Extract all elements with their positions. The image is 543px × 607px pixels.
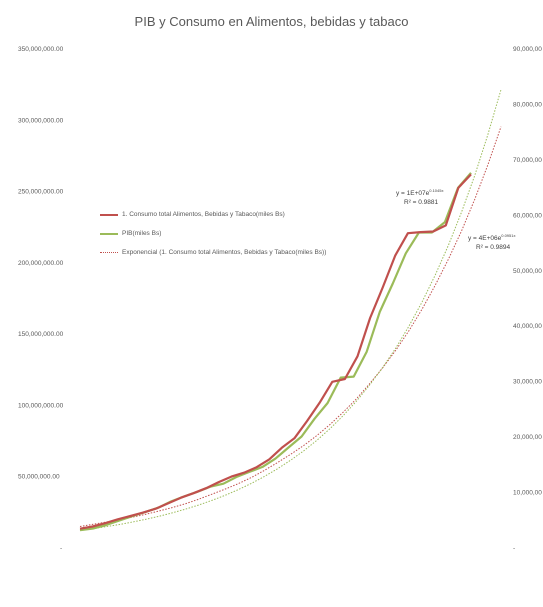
right-tick-label: 20,000,00 <box>513 434 542 441</box>
legend-label-pib: PIB(miles Bs) <box>122 230 162 237</box>
series-layer <box>79 172 472 532</box>
right-tick-label: 70,000,00 <box>513 157 542 164</box>
trendline-layer <box>79 89 502 531</box>
left-tick-label: 200,000,000.00 <box>18 260 64 267</box>
right-tick-label: 10,000,00 <box>513 490 542 497</box>
legend-item-consumo: 1. Consumo total Alimentos, Bebidas y Ta… <box>100 210 340 219</box>
left-tick-label: 350,000,000.00 <box>18 46 64 53</box>
right-tick-label: 40,000,00 <box>513 323 542 330</box>
right-axis: - 10,000,00 20,000,00 30,000,00 40,000,00 50,… <box>513 46 542 552</box>
legend-item-exponencial: Exponencial (1. Consumo total Alimentos,… <box>100 248 340 257</box>
left-tick-label: 150,000,000.00 <box>18 331 64 338</box>
legend-item-pib: PIB(miles Bs) <box>100 229 340 238</box>
legend-swatch-pib <box>100 233 118 235</box>
trendline-equation-consumo: y = 4E+06e0.0951x R² = 0.9894 <box>468 231 515 252</box>
left-tick-label: 300,000,000.00 <box>18 117 64 124</box>
chart-title: PIB y Consumo en Alimentos, bebidas y ta… <box>134 14 409 29</box>
left-axis: - 50,000,000.00 100,000,000.00 150,000,000.… <box>18 46 64 552</box>
eq-pib-r2: R² = 0.9881 <box>404 199 439 207</box>
right-tick-label: 30,000,00 <box>513 379 542 386</box>
eq-consumo-r2: R² = 0.9894 <box>476 244 511 252</box>
trendline-equation-pib: y = 1E+07e0.1045x R² = 0.9881 <box>396 186 443 207</box>
eq-pib-exponent: 0.1045x <box>429 188 444 193</box>
right-tick-label: - <box>513 545 515 552</box>
legend: 1. Consumo total Alimentos, Bebidas y Ta… <box>100 210 340 267</box>
series-line <box>79 173 472 530</box>
legend-swatch-exponencial <box>100 252 118 253</box>
legend-swatch-consumo <box>100 214 118 216</box>
eq-pib-base: y = 1E+07e <box>396 190 430 198</box>
right-tick-label: 90,000,00 <box>513 46 542 53</box>
eq-consumo-base: y = 4E+06e <box>468 235 502 243</box>
left-tick-label: 50,000,000.00 <box>18 474 60 481</box>
legend-label-consumo: 1. Consumo total Alimentos, Bebidas y Ta… <box>122 211 285 218</box>
right-tick-label: 50,000,00 <box>513 268 542 275</box>
trendline <box>79 89 502 531</box>
legend-label-exponencial: Exponencial (1. Consumo total Alimentos,… <box>122 249 327 256</box>
eq-consumo-exponent: 0.0951x <box>501 233 516 238</box>
left-tick-label: 250,000,000.00 <box>18 189 64 196</box>
right-tick-label: 80,000,00 <box>513 101 542 108</box>
left-tick-label: 100,000,000.00 <box>18 402 64 409</box>
right-tick-label: 60,000,00 <box>513 212 542 219</box>
left-tick-label: - <box>60 545 62 552</box>
